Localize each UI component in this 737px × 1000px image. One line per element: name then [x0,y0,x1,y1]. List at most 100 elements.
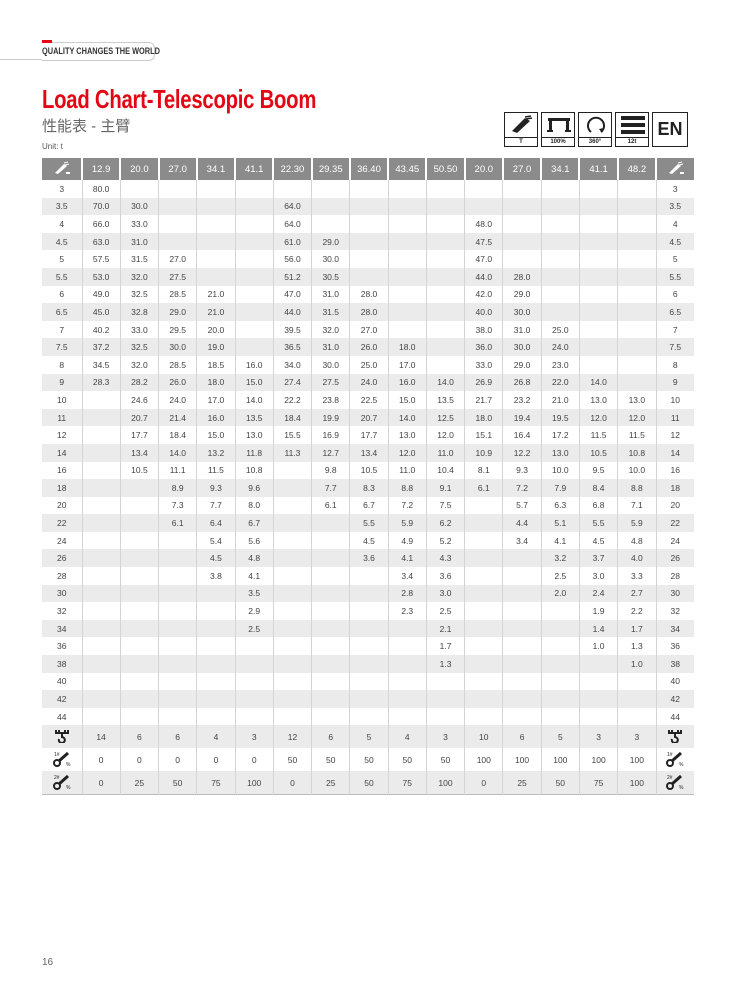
radius-cell: 9 [655,373,694,392]
radius-cell: 7 [655,320,694,339]
radius-cell: 5.5 [42,267,82,286]
load-cell [464,707,503,726]
load-cell: 7.1 [617,496,656,515]
table-row: 42 42 [42,690,694,708]
load-cell [81,584,121,603]
load-cell [425,232,465,251]
load-cell [311,602,350,620]
footer-cell: 0 [119,748,159,772]
load-cell: 30.0 [311,250,350,268]
boom-length-header: 34.1 [195,158,236,180]
load-cell: 34.5 [81,355,121,374]
radius-cell: 36 [57,641,67,652]
load-cell [349,637,389,656]
boom-length-header: 36.40 [348,158,389,180]
load-cell [349,197,389,216]
load-cell: 5.9 [387,514,427,532]
load-cell: 10.8 [234,461,274,480]
load-cell: 13.4 [119,443,159,462]
tagline-frame [42,42,155,61]
load-cell: 3.2 [540,549,580,568]
load-cell: 61.0 [272,232,312,251]
load-cell: 32.5 [119,338,159,356]
radius-cell: 32 [655,602,694,620]
table-row: 20 7.3 7.7 8.0 6.1 6.7 7.2 7.5 5.7 6.3 6.8 7.1 20 [42,496,694,515]
load-cell [502,180,542,198]
footer-row: 1#% 0 0 0 0 0 50 50 50 50 50 100 100 100 100 100 1#% [42,748,694,772]
load-cell [617,690,656,708]
load-cell: 32.0 [119,355,159,374]
load-cell: 21.0 [196,285,236,304]
load-cell [349,250,389,268]
load-cell: 5.2 [425,531,465,550]
load-cell: 2.0 [540,584,580,603]
footer-cell: 5 [540,725,580,749]
load-cell [540,602,580,620]
load-cell [311,637,350,656]
load-cell [119,479,159,497]
load-cell: 15.0 [234,373,274,392]
load-cell: 8.9 [158,479,197,497]
load-cell: 8.4 [578,479,618,497]
load-cell [349,180,389,198]
load-cell: 27.5 [311,373,350,392]
load-cell [81,602,121,620]
counterweight-badge: 12t [615,112,649,147]
load-cell: 28.0 [349,303,389,321]
load-cell [540,303,580,321]
load-cell: 11.1 [158,461,197,480]
load-cell [81,461,121,480]
load-cell [272,690,312,708]
load-cell [540,285,580,304]
load-cell [272,602,312,620]
load-cell: 47.0 [272,285,312,304]
load-cell [464,672,503,691]
table-row: 8 34.5 32.0 28.5 18.5 16.0 34.0 30.0 25.0 17.0 33.… [42,355,694,374]
load-cell [272,672,312,691]
load-cell: 3.8 [196,567,236,585]
load-cell [158,232,197,251]
load-cell: 8.8 [387,479,427,497]
load-cell: 1.3 [425,655,465,673]
load-cell [387,267,427,286]
load-cell: 4.8 [234,549,274,568]
load-cell: 2.1 [425,619,465,638]
radius-cell: 30 [655,584,694,603]
load-cell: 56.0 [272,250,312,268]
load-cell [540,197,580,216]
load-cell [158,707,197,726]
radius-cell: 3.5 [655,197,694,216]
load-cell [464,637,503,656]
load-cell: 32.5 [119,285,159,304]
load-cell: 10.5 [119,461,159,480]
load-cell [81,637,121,656]
load-cell [311,567,350,585]
load-cell: 9.3 [502,461,542,480]
load-cell [158,619,197,638]
load-cell [119,637,159,656]
load-cell: 20.0 [196,320,236,339]
load-cell: 39.5 [272,320,312,339]
load-cell: 44.0 [272,303,312,321]
load-cell: 2.4 [578,584,618,603]
radius-cell: 42 [655,690,694,708]
load-cell: 21.0 [196,303,236,321]
load-cell [617,197,656,216]
load-cell [81,514,121,532]
load-cell [119,531,159,550]
load-cell: 6.1 [311,496,350,515]
load-cell [425,672,465,691]
load-cell: 11.0 [425,443,465,462]
load-cell [119,690,159,708]
load-cell: 1.7 [425,637,465,656]
load-cell: 18.4 [272,408,312,427]
outrigger-badge: 100% [541,112,575,147]
load-cell [272,479,312,497]
footer-cell: 4 [387,725,427,749]
load-cell: 70.0 [81,197,121,216]
load-cell [578,320,618,339]
load-cell [272,496,312,515]
load-cell [234,232,274,251]
load-cell [196,655,236,673]
load-cell: 12.0 [425,426,465,444]
